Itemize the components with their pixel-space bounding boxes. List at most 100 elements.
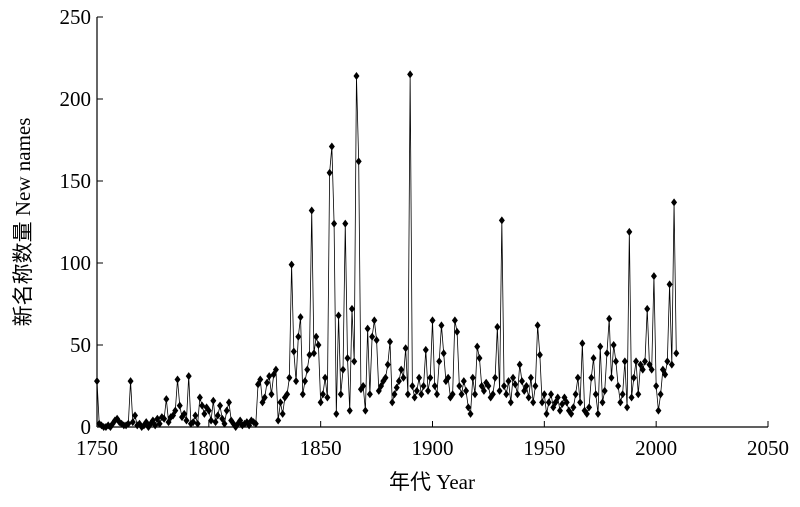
data-point — [438, 321, 445, 330]
data-point — [181, 409, 188, 418]
data-point — [619, 390, 626, 399]
data-point — [568, 409, 575, 418]
data-point — [221, 419, 228, 428]
data-point — [641, 357, 648, 366]
data-point — [668, 360, 675, 369]
data-point — [606, 314, 613, 323]
data-point — [530, 398, 537, 407]
y-tick-label: 150 — [60, 169, 92, 193]
data-point — [340, 365, 347, 374]
data-point — [458, 390, 465, 399]
y-tick-label: 250 — [60, 5, 92, 29]
data-point — [192, 411, 199, 420]
data-point — [445, 373, 452, 382]
x-tick-label: 1950 — [523, 436, 565, 460]
data-point — [346, 406, 353, 415]
data-point — [420, 382, 427, 390]
data-point — [648, 365, 655, 374]
data-point — [315, 341, 322, 349]
data-point — [297, 313, 304, 322]
data-point — [612, 357, 619, 366]
data-point — [507, 398, 514, 407]
data-point — [621, 357, 628, 366]
data-point — [391, 390, 398, 399]
data-point — [156, 419, 163, 428]
data-point — [342, 219, 349, 228]
data-point — [498, 216, 505, 225]
data-point — [196, 393, 203, 402]
data-point — [615, 382, 622, 390]
data-point — [353, 72, 360, 81]
data-point — [494, 322, 501, 331]
data-point — [583, 409, 590, 418]
data-point — [543, 409, 550, 418]
data-point — [132, 411, 139, 420]
data-point — [492, 373, 499, 382]
data-point — [590, 354, 597, 363]
data-point — [673, 349, 680, 358]
data-point — [518, 377, 525, 386]
x-tick-label: 1750 — [76, 436, 118, 460]
data-point — [225, 398, 232, 407]
data-point — [407, 70, 414, 79]
data-point — [525, 393, 532, 402]
data-point — [94, 377, 100, 386]
data-point — [626, 227, 633, 236]
data-point — [650, 272, 657, 281]
data-point — [319, 390, 326, 399]
data-point — [610, 341, 617, 349]
data-point — [635, 390, 642, 399]
data-point — [592, 390, 599, 399]
data-point — [295, 332, 302, 341]
data-point — [465, 403, 472, 412]
data-point — [480, 386, 487, 395]
data-point — [416, 373, 423, 382]
data-point — [125, 419, 132, 428]
data-point — [304, 365, 311, 374]
data-point — [214, 411, 221, 420]
data-point — [653, 382, 660, 390]
data-point — [400, 373, 407, 382]
data-point — [570, 403, 577, 412]
data-point — [503, 390, 510, 399]
data-point — [505, 377, 512, 386]
data-point — [449, 390, 456, 399]
data-point — [194, 419, 201, 428]
data-point — [322, 373, 329, 382]
data-point — [588, 373, 595, 382]
data-point — [324, 393, 331, 402]
data-point — [302, 377, 309, 386]
data-point — [310, 349, 317, 358]
data-point — [326, 168, 333, 177]
data-point — [185, 372, 192, 381]
data-point — [469, 373, 476, 382]
data-point — [657, 390, 664, 399]
data-point — [471, 390, 478, 399]
data-line — [96, 74, 677, 428]
data-point — [411, 393, 418, 402]
data-point — [395, 377, 402, 386]
data-point — [174, 375, 181, 384]
data-point — [644, 304, 651, 313]
data-point — [572, 390, 579, 399]
data-point — [454, 327, 461, 336]
data-point — [422, 345, 429, 354]
data-point — [536, 350, 543, 359]
data-point — [337, 390, 344, 399]
x-tick-label: 1850 — [300, 436, 342, 460]
data-point — [559, 400, 566, 409]
data-point — [467, 409, 474, 418]
data-point — [272, 365, 279, 374]
data-point — [210, 396, 217, 405]
data-point — [597, 342, 604, 351]
data-point — [574, 373, 581, 382]
data-point — [429, 316, 436, 325]
data-point — [532, 382, 539, 390]
data-point — [366, 390, 373, 399]
data-point — [286, 373, 293, 382]
data-point — [284, 390, 291, 399]
data-point — [257, 375, 264, 384]
data-point — [328, 142, 335, 151]
data-point — [501, 382, 508, 390]
